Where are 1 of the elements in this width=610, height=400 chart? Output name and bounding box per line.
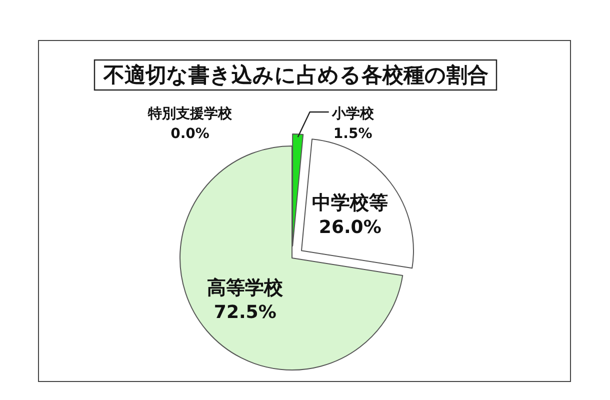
- title: 不適切な書き込みに占める各校種の割合: [104, 63, 488, 87]
